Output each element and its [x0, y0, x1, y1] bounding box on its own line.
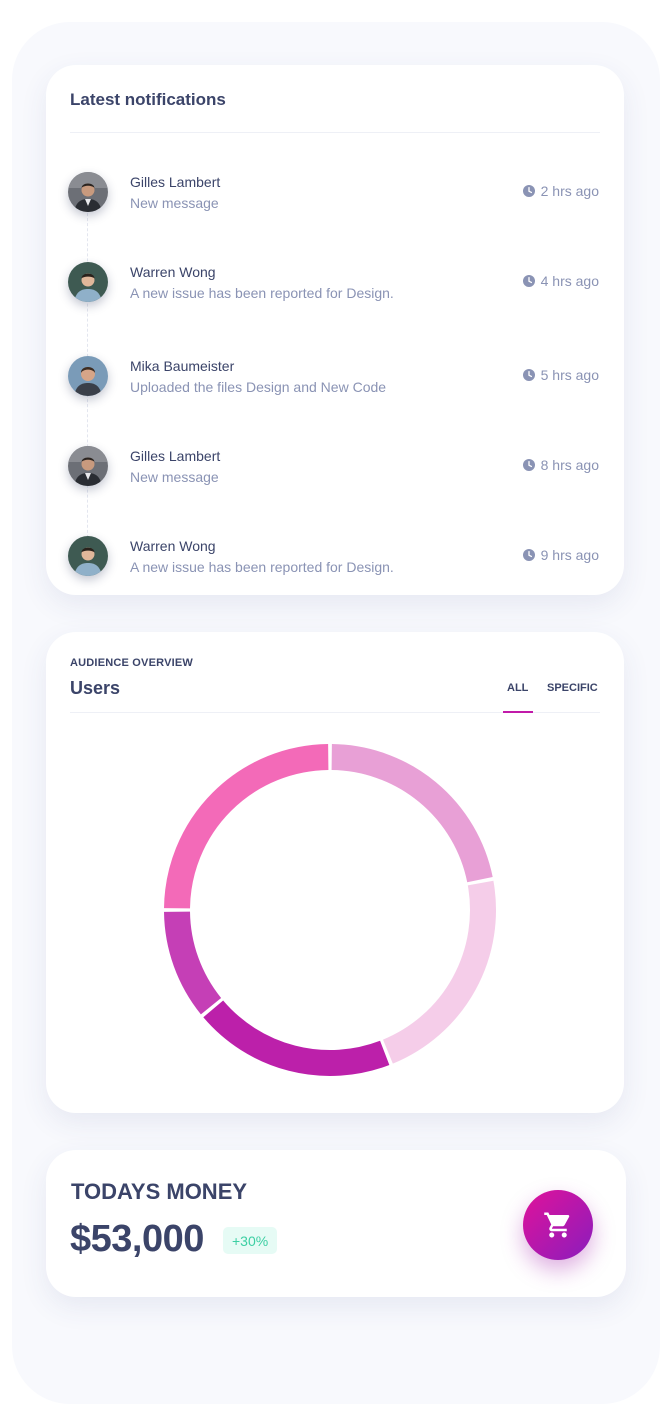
- donut-slice-4: [164, 911, 222, 1015]
- clock-icon: [522, 549, 535, 561]
- money-label: TODAYS MONEY: [71, 1179, 248, 1204]
- notification-message: A new issue has been reported for Design…: [130, 559, 394, 575]
- notification-item[interactable]: Gilles Lambert New message 8 hrs ago: [46, 446, 624, 496]
- clock-icon: [522, 369, 535, 381]
- notification-sender: Warren Wong: [130, 264, 216, 280]
- notification-sender: Gilles Lambert: [130, 174, 221, 190]
- notification-sender: Warren Wong: [130, 538, 216, 554]
- donut-slice-3: [203, 1000, 390, 1076]
- avatar: [68, 446, 108, 486]
- notification-item[interactable]: Warren Wong A new issue has been reporte…: [46, 536, 624, 586]
- notification-message: New message: [130, 195, 219, 211]
- notification-message: A new issue has been reported for Design…: [130, 285, 394, 301]
- notification-time-text: 8 hrs ago: [540, 457, 599, 473]
- money-value: $53,000: [70, 1218, 204, 1260]
- clock-icon: [522, 185, 535, 197]
- avatar: [68, 356, 108, 396]
- notifications-title: Latest notifications: [70, 90, 226, 109]
- tab-specific[interactable]: SPECIFIC: [547, 682, 598, 694]
- notification-time: 4 hrs ago: [522, 273, 599, 289]
- donut-slice-5: [164, 744, 329, 909]
- tab-all[interactable]: ALL: [507, 682, 529, 694]
- clock-icon: [522, 459, 535, 471]
- notification-time-text: 5 hrs ago: [540, 367, 599, 383]
- avatar: [68, 536, 108, 576]
- clock-icon: [522, 275, 535, 287]
- card-title: Users: [70, 678, 121, 698]
- notification-time: 9 hrs ago: [522, 547, 599, 563]
- notification-sender: Mika Baumeister: [130, 358, 235, 374]
- tabs-divider: [70, 712, 600, 713]
- audience-overview-card: AUDIENCE OVERVIEW Users ALL SPECIFIC: [46, 632, 624, 1113]
- notification-message: New message: [130, 469, 219, 485]
- avatar: [68, 262, 108, 302]
- notification-time-text: 2 hrs ago: [540, 183, 599, 199]
- notification-sender: Gilles Lambert: [130, 448, 221, 464]
- card-overline: AUDIENCE OVERVIEW: [70, 657, 193, 669]
- notification-time: 5 hrs ago: [522, 367, 599, 383]
- shopping-cart-icon: [544, 1212, 570, 1238]
- active-tab-indicator: [503, 711, 533, 713]
- notification-time-text: 4 hrs ago: [540, 273, 599, 289]
- users-donut-chart: [164, 744, 496, 1076]
- notification-item[interactable]: Warren Wong A new issue has been reporte…: [46, 262, 624, 312]
- change-badge: +30%: [223, 1227, 278, 1254]
- donut-slice-2: [382, 880, 496, 1064]
- notification-time: 2 hrs ago: [522, 183, 599, 199]
- donut-slice-1: [331, 744, 493, 883]
- notification-message: Uploaded the files Design and New Code: [130, 379, 387, 395]
- notification-item[interactable]: Mika Baumeister Uploaded the files Desig…: [46, 356, 624, 406]
- todays-money-card: TODAYS MONEY $53,000 +30%: [46, 1150, 626, 1297]
- notification-time-text: 9 hrs ago: [540, 547, 599, 563]
- avatar: [68, 172, 108, 212]
- notifications-card: Latest notifications Gilles Lambert New …: [46, 65, 624, 595]
- notification-item[interactable]: Gilles Lambert New message 2 hrs ago: [46, 172, 624, 222]
- notification-time: 8 hrs ago: [522, 457, 599, 473]
- cart-button[interactable]: [523, 1190, 593, 1260]
- divider: [70, 132, 600, 133]
